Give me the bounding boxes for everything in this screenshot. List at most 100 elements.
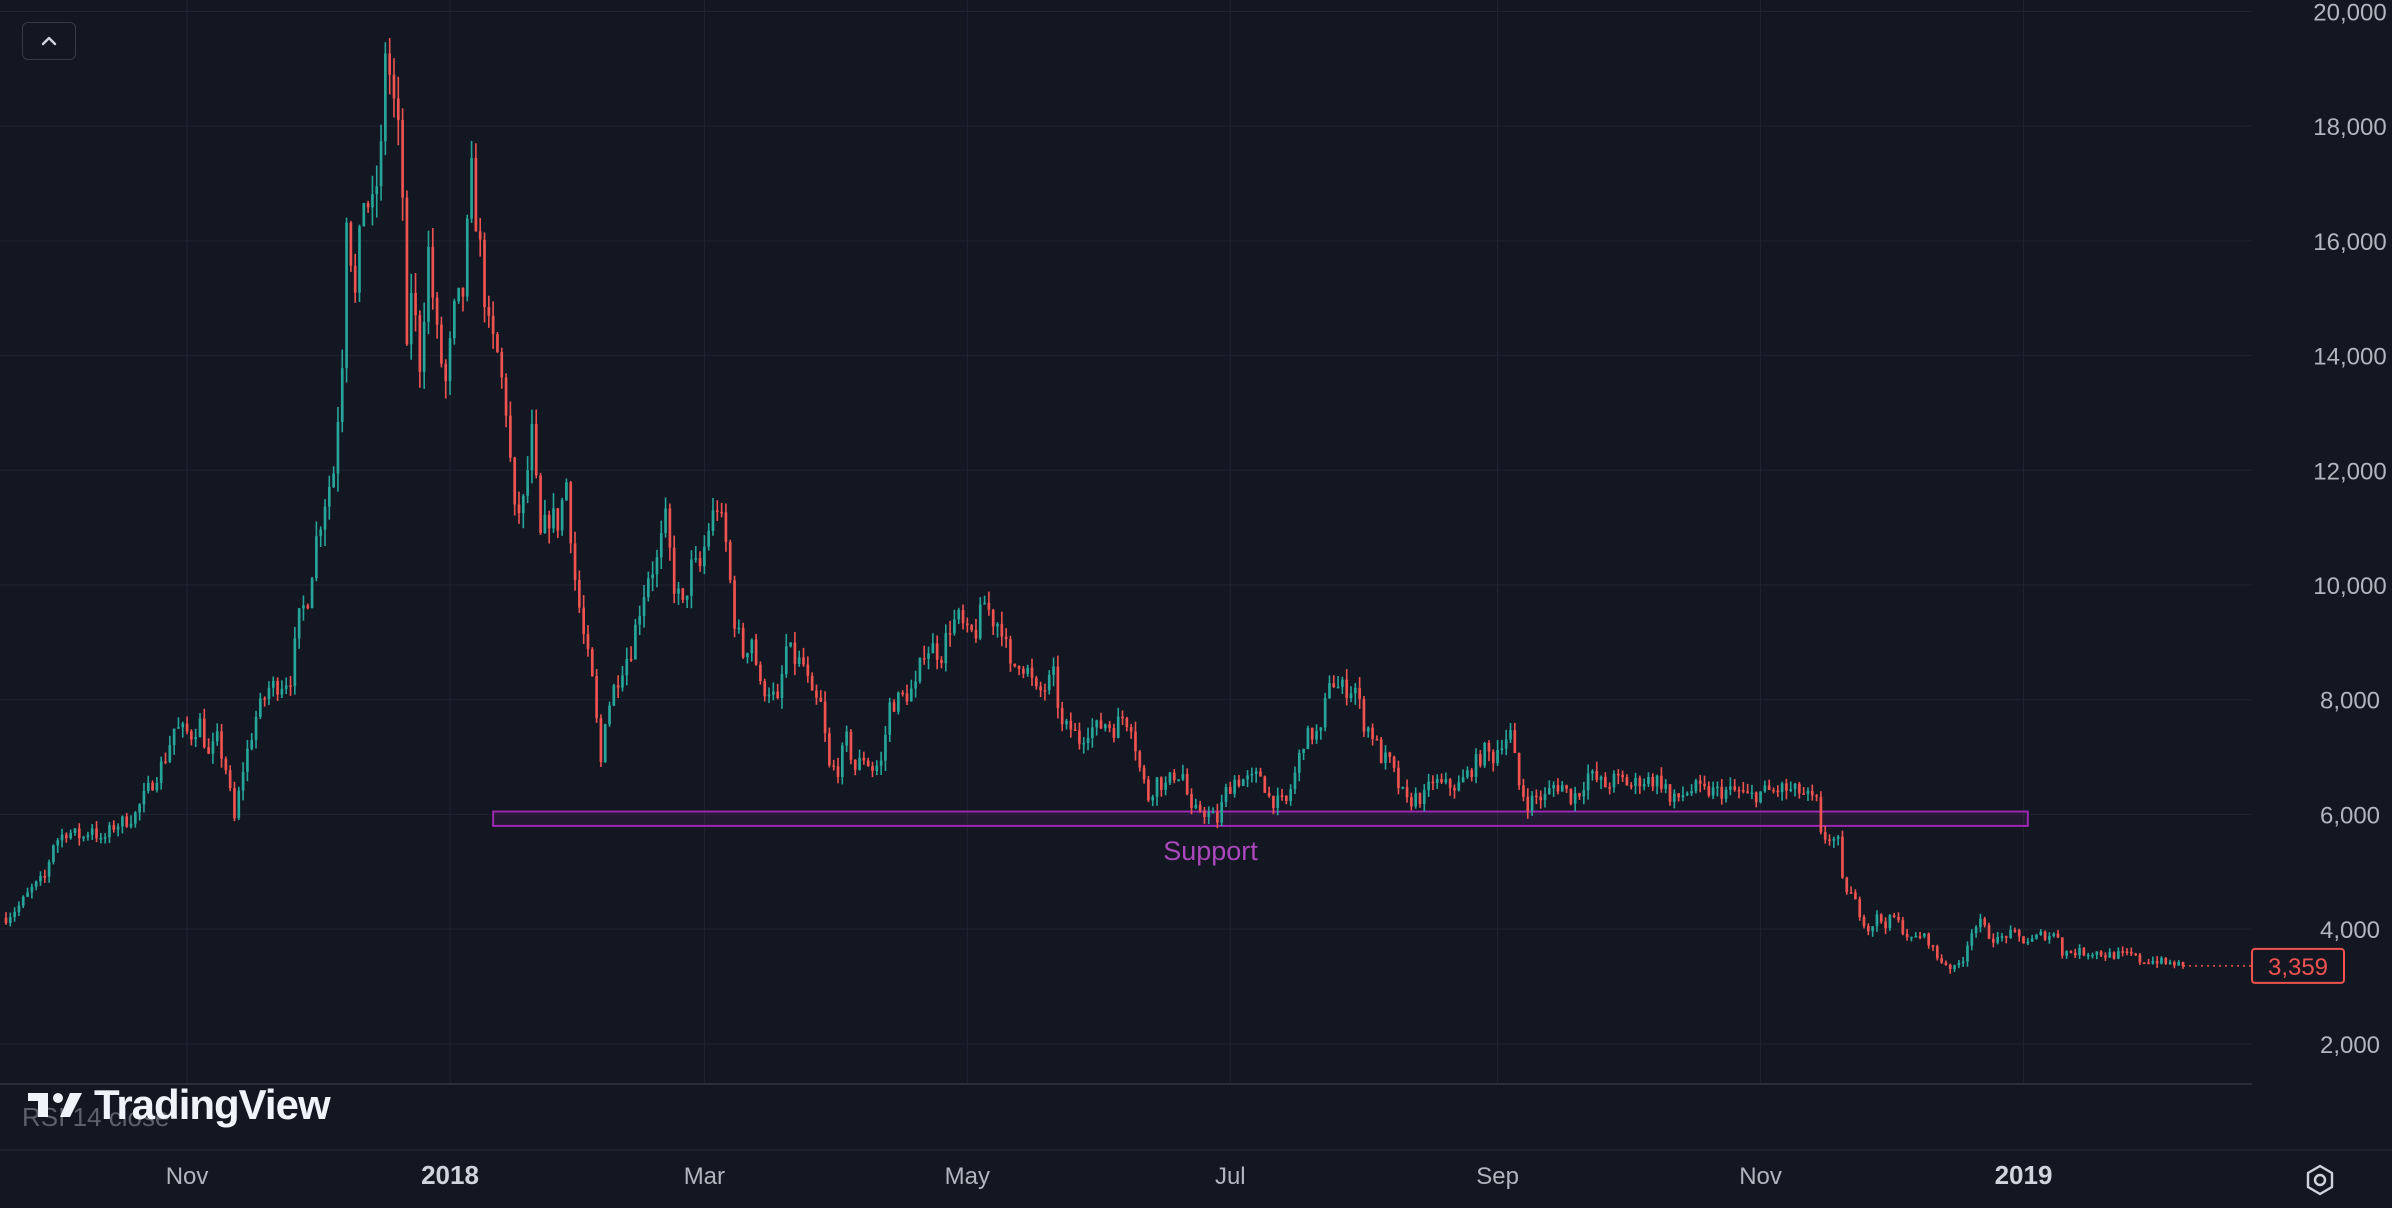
candle-body <box>1621 774 1624 778</box>
candle-body <box>1362 698 1366 732</box>
logo-text: TradingView <box>94 1081 331 1128</box>
candle-body <box>776 691 779 698</box>
x-axis-label: Sep <box>1476 1163 1519 1190</box>
candle-body <box>190 731 193 740</box>
candle-body <box>1871 926 1874 932</box>
candle-body <box>267 687 271 699</box>
candle-body <box>1047 674 1051 691</box>
candle-body <box>608 705 611 725</box>
candle-body <box>224 758 228 771</box>
candle-body <box>90 828 94 835</box>
candle-body <box>2104 955 2107 958</box>
support-label: Support <box>1163 836 1258 866</box>
candle-body <box>1836 836 1840 839</box>
candle-body <box>1323 697 1327 728</box>
candle-body <box>1151 796 1155 801</box>
candle-body <box>401 119 404 198</box>
candle-body <box>1345 679 1349 699</box>
candle-body <box>1616 773 1620 776</box>
candle-body <box>1754 792 1758 803</box>
candle-body <box>336 422 340 474</box>
y-axis-label: 6,000 <box>2320 802 2380 829</box>
candle-body <box>1138 751 1142 768</box>
candle-body <box>99 837 103 840</box>
candle-body <box>1875 914 1879 927</box>
candle-body <box>625 658 629 676</box>
candle-body <box>1517 752 1521 786</box>
candle-body <box>422 322 426 372</box>
candle-body <box>1608 787 1612 789</box>
candle-body <box>1233 779 1236 794</box>
candle-body <box>1651 777 1655 787</box>
candle-body <box>1604 776 1607 788</box>
candle-body <box>1953 965 1956 970</box>
candle-body <box>1763 785 1767 792</box>
chart-settings-button[interactable] <box>2300 1160 2340 1200</box>
candle-body <box>797 657 801 664</box>
candle-body <box>909 688 913 702</box>
candle-body <box>1017 666 1021 669</box>
candle-body <box>1625 777 1629 786</box>
candle-body <box>866 760 870 767</box>
candle-body <box>1263 776 1267 793</box>
candle-body <box>897 692 900 712</box>
candle-body <box>1931 945 1935 947</box>
candle-body <box>1332 683 1336 687</box>
candle-body <box>940 659 943 664</box>
candle-body <box>1992 938 1995 943</box>
candle-body <box>556 508 560 531</box>
candle-body <box>1707 785 1711 796</box>
candle-body <box>2073 952 2077 956</box>
candle-body <box>853 759 857 770</box>
tradingview-logo[interactable]: TradingView <box>26 1080 331 1130</box>
candle-body <box>1371 727 1374 740</box>
candle-body <box>310 578 314 609</box>
candle-body <box>1315 730 1318 740</box>
candle-body <box>1142 767 1146 780</box>
candle-body <box>1513 730 1517 753</box>
last-price-tag <box>2251 947 2345 984</box>
chevron-up-icon <box>41 36 57 46</box>
candle-body <box>73 828 77 833</box>
candle-body <box>297 608 301 639</box>
candle-body <box>1272 795 1275 809</box>
candle-body <box>1535 795 1538 798</box>
candle-body <box>2004 936 2008 938</box>
candle-body <box>642 597 646 617</box>
y-axis-label: 4,000 <box>2320 917 2380 944</box>
candle-body <box>1789 789 1793 791</box>
candle-body <box>905 693 909 702</box>
candle-body <box>1418 793 1422 804</box>
candle-body <box>1681 795 1685 798</box>
candle-body <box>1375 739 1379 741</box>
x-axis-label: May <box>945 1163 990 1190</box>
candle-body <box>724 512 728 543</box>
y-axis-label: 12,000 <box>2313 458 2386 485</box>
candle-body <box>1716 786 1719 789</box>
gear-icon <box>2306 1164 2334 1196</box>
candle-body <box>849 731 853 760</box>
collapse-legend-button[interactable] <box>22 22 76 60</box>
candle-body <box>1522 785 1525 797</box>
candle-body <box>1039 686 1042 691</box>
candle-body <box>914 681 917 689</box>
candle-body <box>1065 720 1068 725</box>
candle-body <box>983 602 986 605</box>
candle-body <box>1552 785 1555 789</box>
candle-body <box>1121 716 1124 719</box>
candle-body <box>284 685 288 689</box>
candle-body <box>2142 962 2146 965</box>
candle-body <box>129 823 133 827</box>
candle-body <box>789 642 792 647</box>
candle-body <box>694 558 698 560</box>
candle-body <box>733 580 736 629</box>
candle-body <box>2164 957 2168 964</box>
candle-body <box>961 609 965 624</box>
candle-body <box>1698 780 1702 784</box>
candle-body <box>715 510 719 512</box>
candle-body <box>211 741 215 754</box>
candle-body <box>1690 791 1693 794</box>
candle-body <box>1297 752 1301 773</box>
candle-body <box>77 828 81 839</box>
